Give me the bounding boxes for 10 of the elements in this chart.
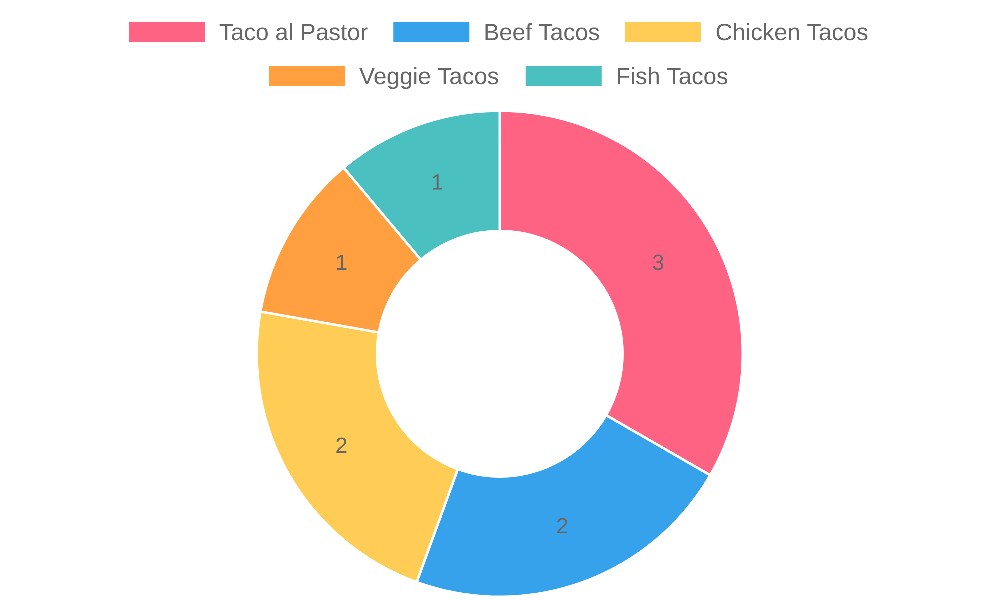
data-label: 1 (337, 255, 347, 270)
legend-label: Fish Tacos (618, 67, 728, 85)
data-label: 3 (653, 254, 664, 270)
data-label: 2 (558, 518, 568, 534)
data-label: 1 (433, 174, 443, 190)
data-label: 2 (336, 438, 347, 454)
legend-label: Veggie Tacos (360, 67, 498, 90)
legend-label: Chicken Tacos (716, 23, 868, 41)
legend-label: Taco al Pastor (220, 23, 368, 41)
legend-label: Beef Tacos (486, 23, 600, 41)
